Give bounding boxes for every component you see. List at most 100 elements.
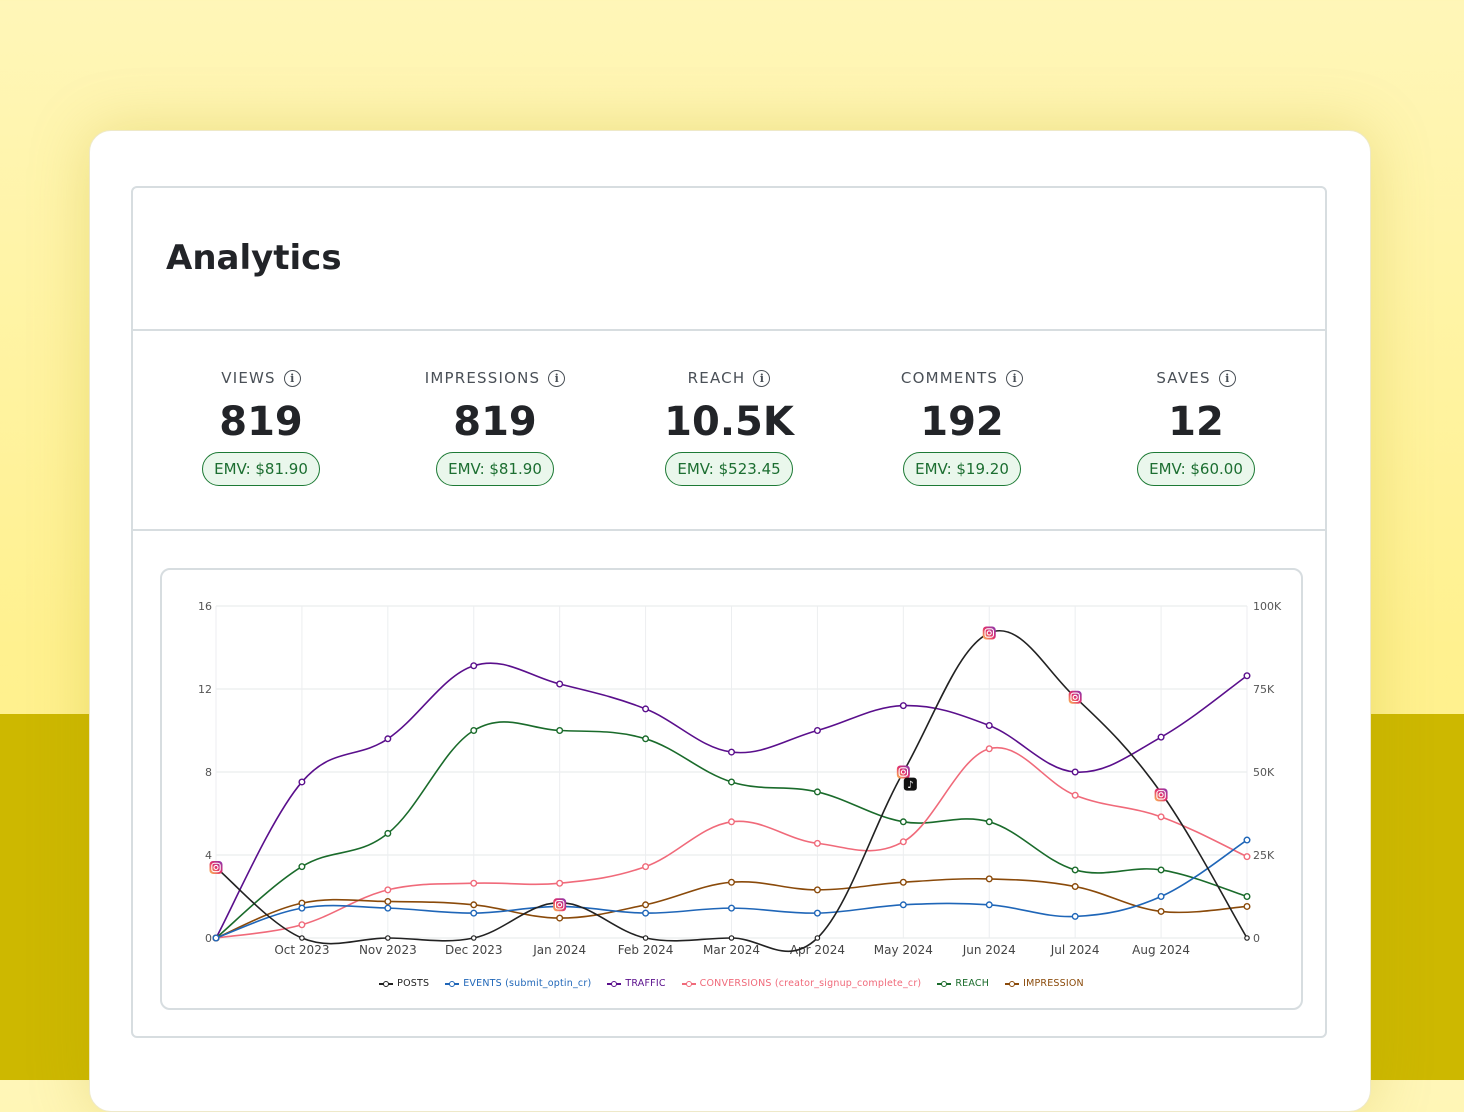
data-point-conversions: [899, 838, 907, 846]
x-tick-label: Jan 2024: [532, 943, 586, 957]
instagram-icon[interactable]: [1068, 690, 1082, 704]
x-tick-label: Oct 2023: [274, 943, 329, 957]
legend-swatch: [445, 980, 460, 988]
data-point-impression: [1243, 902, 1251, 910]
legend-item-reach[interactable]: REACH: [937, 978, 989, 989]
data-point-conversions: [1157, 813, 1165, 821]
x-tick-label: Feb 2024: [618, 943, 674, 957]
stat-impressions: IMPRESSIONS i 819 EMV: $81.90: [385, 330, 605, 486]
data-point-conversions: [384, 886, 392, 894]
legend-item-impression[interactable]: IMPRESSION: [1005, 978, 1084, 989]
stat-value: 10.5K: [664, 399, 794, 445]
data-point-events: [1243, 836, 1251, 844]
legend-item-conversions[interactable]: CONVERSIONS (creator_signup_complete_cr): [681, 978, 922, 989]
data-point-impression: [899, 878, 907, 886]
stat-comments: COMMENTS i 192 EMV: $19.20: [852, 330, 1072, 486]
instagram-icon[interactable]: [1154, 788, 1168, 802]
x-tick-label: Dec 2023: [445, 943, 503, 957]
x-tick-label: Aug 2024: [1132, 943, 1190, 957]
y-left-tick-label: 12: [198, 683, 212, 696]
stat-value: 12: [1168, 399, 1224, 445]
data-point-events: [470, 909, 478, 917]
stat-value: 192: [920, 399, 1004, 445]
data-point-reach: [899, 818, 907, 826]
instagram-icon[interactable]: [982, 626, 996, 640]
data-point-conversions: [813, 839, 821, 847]
data-point-conversions: [728, 818, 736, 826]
data-point-events: [728, 904, 736, 912]
y-right-tick-label: 75K: [1253, 683, 1275, 696]
y-left-tick-label: 0: [205, 932, 212, 945]
data-point-events: [813, 909, 821, 917]
emv-badge: EMV: $523.45: [665, 452, 793, 486]
stat-views: VIEWS i 819 EMV: $81.90: [151, 330, 371, 486]
data-point-traffic: [384, 735, 392, 743]
emv-badge: EMV: $81.90: [436, 452, 554, 486]
stat-label: VIEWS: [221, 369, 276, 387]
header-divider: [133, 329, 1325, 331]
y-right-tick-label: 50K: [1253, 766, 1275, 779]
data-point-conversions: [556, 879, 564, 887]
info-icon[interactable]: i: [753, 369, 771, 387]
info-icon[interactable]: i: [283, 369, 301, 387]
data-point-events: [384, 904, 392, 912]
data-point-reach: [1243, 893, 1251, 901]
data-point-reach: [298, 863, 306, 871]
stat-label: COMMENTS: [900, 369, 999, 387]
analytics-chart: 0 0 4 25K 8 50K 12 75K 16 100K Oct 2023 Nov 2023 Dec…: [160, 568, 1303, 1010]
data-point-reach: [642, 735, 650, 743]
legend-swatch: [681, 980, 696, 988]
legend-item-posts[interactable]: POSTS: [379, 978, 429, 989]
data-point-posts: [728, 935, 735, 941]
data-point-impression: [985, 875, 993, 883]
data-point-posts: [470, 935, 477, 941]
data-point-traffic: [985, 722, 993, 730]
info-icon[interactable]: i: [1218, 369, 1236, 387]
data-point-posts: [299, 935, 305, 941]
data-point-posts: [814, 935, 821, 941]
chart-legend: POSTS EVENTS (submit_optin_cr) TRAFFIC CONV…: [162, 978, 1301, 989]
legend-label: CONVERSIONS (creator_signup_complete_cr): [699, 978, 922, 989]
stat-value: 819: [219, 399, 303, 445]
page-title: Analytics: [166, 238, 342, 278]
data-point-impression: [813, 886, 821, 894]
legend-label: REACH: [955, 978, 990, 989]
y-right-tick-label: 0: [1253, 932, 1260, 945]
stat-label: REACH: [687, 369, 746, 387]
stat-label: SAVES: [1156, 369, 1211, 387]
legend-item-events[interactable]: EVENTS (submit_optin_cr): [445, 978, 591, 989]
x-tick-label: Mar 2024: [703, 943, 760, 957]
data-point-traffic: [1243, 672, 1251, 680]
data-point-traffic: [298, 778, 306, 786]
data-point-conversions: [1071, 791, 1079, 799]
instagram-icon[interactable]: [896, 765, 910, 779]
data-point-impression: [1157, 907, 1165, 915]
data-point-conversions: [298, 921, 306, 929]
x-tick-label: Jun 2024: [962, 943, 1016, 957]
info-icon[interactable]: i: [548, 369, 566, 387]
data-point-reach: [1071, 866, 1079, 874]
stat-saves: SAVES i 12 EMV: $60.00: [1086, 330, 1306, 486]
data-point-events: [1071, 912, 1079, 920]
data-point-posts: [1244, 935, 1250, 941]
data-point-impression: [642, 901, 650, 909]
data-point-traffic: [642, 705, 650, 713]
data-point-events: [899, 901, 907, 909]
data-point-conversions: [985, 745, 993, 753]
instagram-icon[interactable]: [553, 898, 567, 912]
data-point-traffic: [813, 726, 821, 734]
y-left-tick-label: 16: [198, 600, 212, 613]
data-point-events: [985, 901, 993, 909]
info-icon[interactable]: i: [1006, 369, 1024, 387]
outer-card: Analytics VIEWS i 819 EMV: $81.90 IMPRESS…: [89, 130, 1371, 1112]
instagram-icon[interactable]: [209, 860, 223, 874]
y-right-tick-label: 25K: [1253, 849, 1275, 862]
legend-swatch: [1005, 980, 1020, 988]
data-point-conversions: [642, 863, 650, 871]
data-point-reach: [1157, 866, 1165, 874]
data-point-reach: [556, 726, 564, 734]
legend-item-traffic[interactable]: TRAFFIC: [607, 978, 665, 989]
tiktok-icon[interactable]: ♪: [903, 777, 917, 792]
y-right-tick-label: 100K: [1253, 600, 1282, 613]
data-point-reach: [384, 829, 392, 837]
